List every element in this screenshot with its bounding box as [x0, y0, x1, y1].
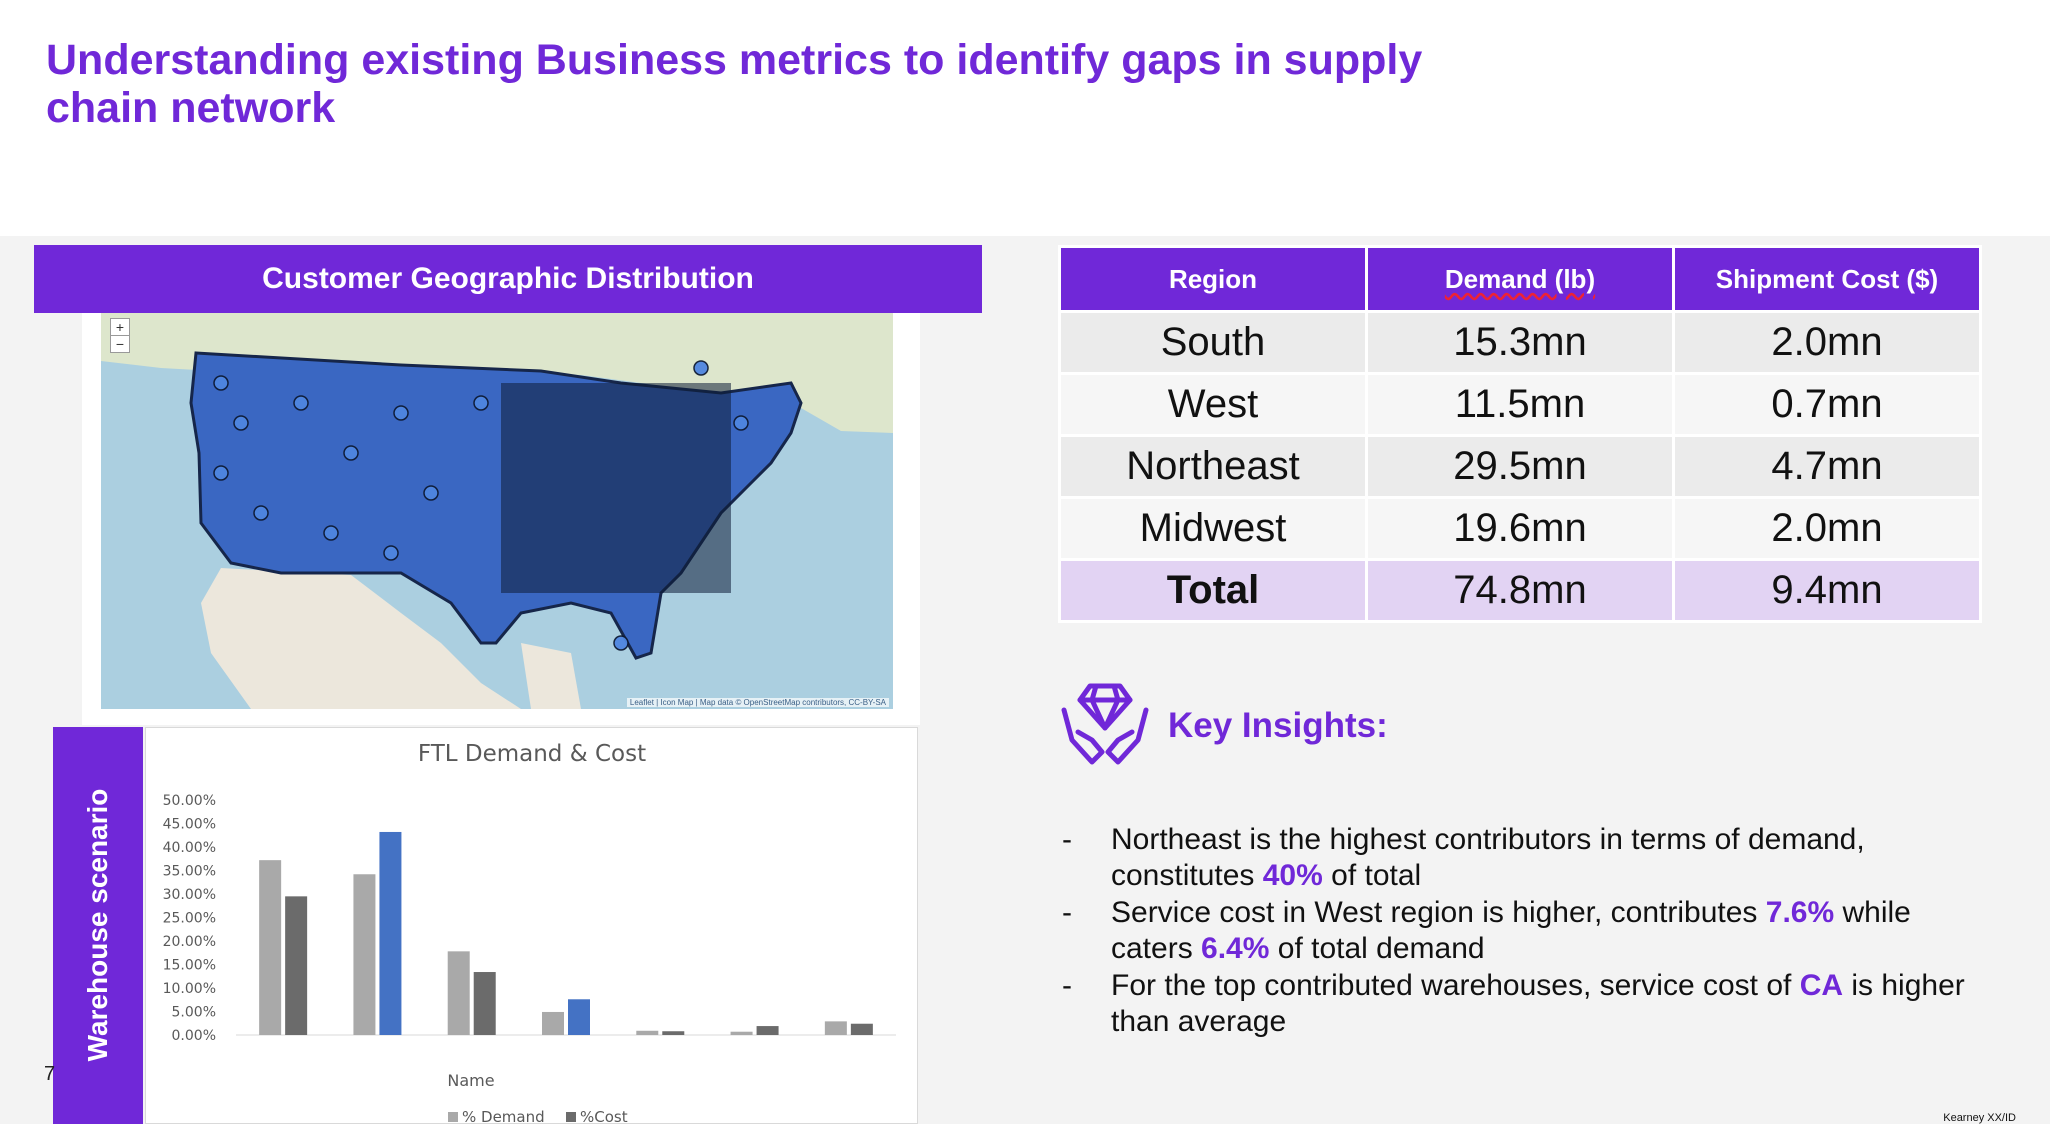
ftl-chart: FTL Demand & Cost 0.00% 5.00% 10.00% 15.00%… — [145, 727, 918, 1125]
y-tick-label: 20.00% — [163, 934, 216, 950]
map-panel-header: Customer Geographic Distribution — [34, 245, 982, 313]
demand-bar — [447, 951, 470, 1035]
y-tick-label: 40.00% — [163, 840, 216, 856]
insight-text: is higher than average — [1111, 969, 1965, 1038]
region-header: Region — [1058, 245, 1368, 313]
footer-label: Kearney XX/ID — [1943, 1112, 2016, 1124]
y-tick-label: 30.00% — [163, 887, 216, 903]
table-row: Northeast 29.5mn 4.7mn — [1058, 434, 1982, 499]
map-zoom-control[interactable]: + − — [110, 318, 130, 353]
y-tick-label: 10.00% — [163, 981, 216, 997]
table-row: Midwest 19.6mn 2.0mn — [1058, 496, 1982, 561]
chart-title: FTL Demand & Cost — [418, 741, 646, 767]
insight-item: - For the top contributed warehouses, se… — [1058, 968, 1988, 1040]
insight-text: of total — [1322, 859, 1422, 892]
region-metrics-table: Region Demand (lb) Shipment Cost ($) Sou… — [1058, 245, 1982, 623]
insight-text: Service cost in West region is higher, c… — [1111, 896, 1766, 929]
key-insights-title: Key Insights: — [1168, 706, 1388, 745]
table-row: West 11.5mn 0.7mn — [1058, 372, 1982, 437]
demand-header: Demand (lb) — [1365, 245, 1675, 313]
cost-bar — [379, 831, 402, 1035]
insight-item: - Northeast is the highest contributors … — [1058, 822, 1988, 894]
total-label-cell: Total — [1058, 558, 1368, 623]
insight-item: - Service cost in West region is higher,… — [1058, 895, 1988, 967]
y-tick-label: 45.00% — [163, 817, 216, 833]
insight-highlight: CA — [1799, 969, 1844, 1002]
insight-text: For the top contributed warehouses, serv… — [1111, 969, 1800, 1002]
cost-bar — [568, 999, 590, 1035]
demand-cell: 29.5mn — [1365, 434, 1675, 499]
cost-bar — [756, 1026, 779, 1035]
demand-header-text: Demand (lb) — [1444, 263, 1596, 294]
demand-bar — [542, 1011, 564, 1035]
demand-bar — [730, 1031, 753, 1035]
insight-text: while caters — [1111, 896, 1911, 965]
table-row: South 15.3mn 2.0mn — [1058, 310, 1982, 375]
diamond-hands-icon — [1061, 683, 1149, 765]
y-tick-label: 50.00% — [163, 793, 216, 809]
x-axis-label: Name — [447, 1071, 494, 1090]
customer-distribution-map[interactable]: Leaflet | Icon Map | Map data © OpenStre… — [101, 313, 893, 709]
table-total-row: Total 74.8mn 9.4mn — [1058, 558, 1982, 623]
y-tick-label: 0.00% — [172, 1028, 216, 1044]
insight-text: Northeast is the highest contributors in… — [1111, 823, 1865, 892]
warehouse-scenario-bar — [53, 727, 143, 1124]
table-header-row: Region Demand (lb) Shipment Cost ($) — [1058, 245, 1982, 313]
slide-number: 7 — [44, 1063, 56, 1085]
bullet-dash: - — [1062, 969, 1072, 1002]
region-cell: Midwest — [1058, 496, 1368, 561]
region-cell: West — [1058, 372, 1368, 437]
insights-list: - Northeast is the highest contributors … — [1058, 822, 1988, 1041]
y-tick-label: 15.00% — [163, 958, 216, 974]
cost-bar — [285, 896, 308, 1035]
warehouse-scenario-label: Warehouse scenario — [82, 788, 113, 1062]
total-demand-cell: 74.8mn — [1365, 558, 1675, 623]
legend-label: % Demand — [462, 1108, 545, 1125]
demand-bar — [259, 860, 282, 1035]
cost-cell: 0.7mn — [1672, 372, 1982, 437]
ftl-chart-svg: FTL Demand & Cost 0.00% 5.00% 10.00% 15.00%… — [163, 741, 896, 1125]
cost-bar — [850, 1023, 873, 1035]
insight-text: of total demand — [1269, 932, 1485, 965]
region-cell: Northeast — [1058, 434, 1368, 499]
y-tick-label: 5.00% — [172, 1005, 216, 1021]
cost-bar — [662, 1031, 685, 1035]
map-graphic — [101, 313, 893, 709]
legend-swatch — [566, 1112, 576, 1122]
cost-header: Shipment Cost ($) — [1672, 245, 1982, 313]
y-tick-label: 25.00% — [163, 911, 216, 927]
insight-highlight: 7.6% — [1765, 896, 1835, 929]
cost-cell: 2.0mn — [1672, 496, 1982, 561]
map-attribution[interactable]: Leaflet | Icon Map | Map data © OpenStre… — [626, 698, 889, 707]
legend-label: %Cost — [580, 1108, 628, 1125]
cost-bar — [473, 972, 496, 1035]
insight-highlight: 40% — [1262, 859, 1323, 892]
cost-cell: 2.0mn — [1672, 310, 1982, 375]
bullet-dash: - — [1062, 896, 1072, 929]
demand-cell: 15.3mn — [1365, 310, 1675, 375]
demand-bar — [353, 874, 376, 1035]
cost-cell: 4.7mn — [1672, 434, 1982, 499]
zoom-in-button[interactable]: + — [115, 319, 125, 335]
demand-bar — [824, 1021, 847, 1035]
insight-highlight: 6.4% — [1201, 932, 1270, 965]
demand-bar — [636, 1030, 659, 1035]
y-tick-label: 35.00% — [163, 864, 216, 880]
total-cost-cell: 9.4mn — [1672, 558, 1982, 623]
bullet-dash: - — [1062, 823, 1072, 856]
zoom-out-button[interactable]: − — [111, 335, 129, 352]
demand-cell: 11.5mn — [1365, 372, 1675, 437]
region-cell: South — [1058, 310, 1368, 375]
demand-cell: 19.6mn — [1365, 496, 1675, 561]
page-title: Understanding existing Business metrics … — [46, 36, 1423, 132]
legend-swatch — [448, 1112, 458, 1122]
